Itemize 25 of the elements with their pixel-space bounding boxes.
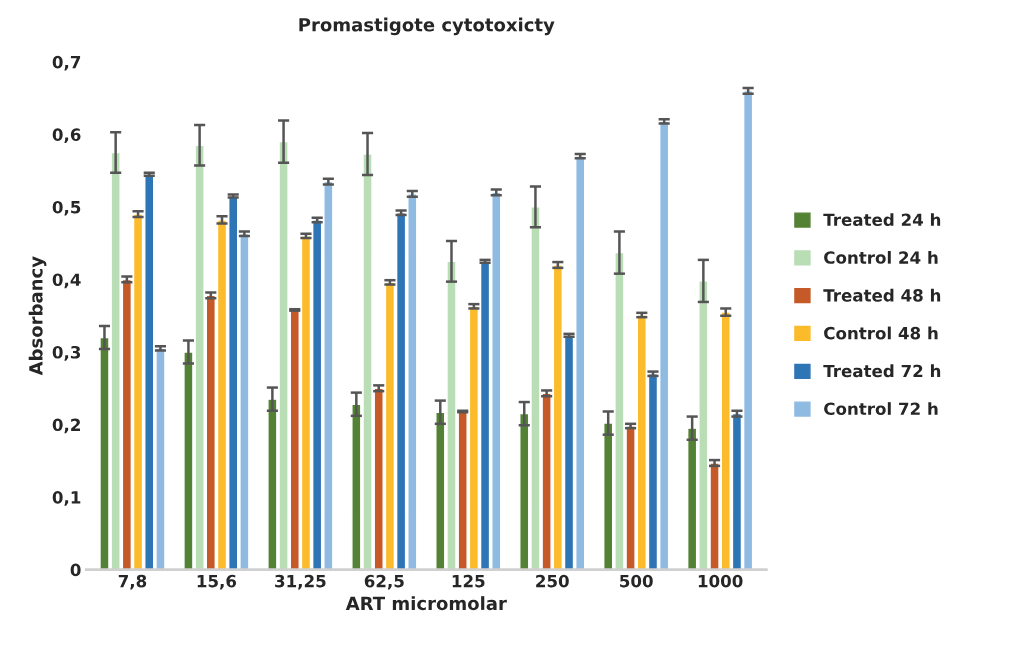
x-tick-label: 7,8: [118, 574, 147, 590]
y-tick-label: 0,2: [52, 418, 80, 434]
legend-label: Control 24 h: [824, 250, 938, 264]
x-tick-label: 1000: [698, 574, 743, 588]
x-tick-label: 250: [536, 574, 569, 588]
y-tick-label: 0,5: [52, 200, 81, 216]
x-tick-label: 15,6: [197, 574, 237, 590]
legend-label: Treated 48 h: [823, 288, 941, 302]
chart-title: Promastigote cytotoxicty: [299, 17, 555, 36]
x-tick-label: 500: [620, 574, 653, 588]
y-axis-title: Absorbancy: [28, 256, 47, 376]
y-tick-label: 0: [70, 563, 81, 577]
legend-label: Control 48 h: [824, 326, 938, 340]
y-tick-label: 0,1: [52, 491, 81, 506]
x-axis-title: ART micromolar: [345, 596, 507, 611]
y-tick-label: 0,3: [52, 345, 81, 361]
x-tick-label: 125: [452, 574, 485, 588]
legend-label: Treated 72 h: [823, 364, 941, 378]
y-tick-label: 0,7: [52, 55, 81, 71]
y-tick-label: 0,4: [52, 273, 81, 289]
x-tick-label: 62,5: [364, 574, 404, 590]
y-tick-label: 0,6: [52, 128, 81, 144]
x-tick-label: 31,25: [275, 574, 326, 590]
legend-label: Treated 24 h: [823, 213, 941, 227]
legend-label: Control 72 h: [824, 402, 938, 416]
